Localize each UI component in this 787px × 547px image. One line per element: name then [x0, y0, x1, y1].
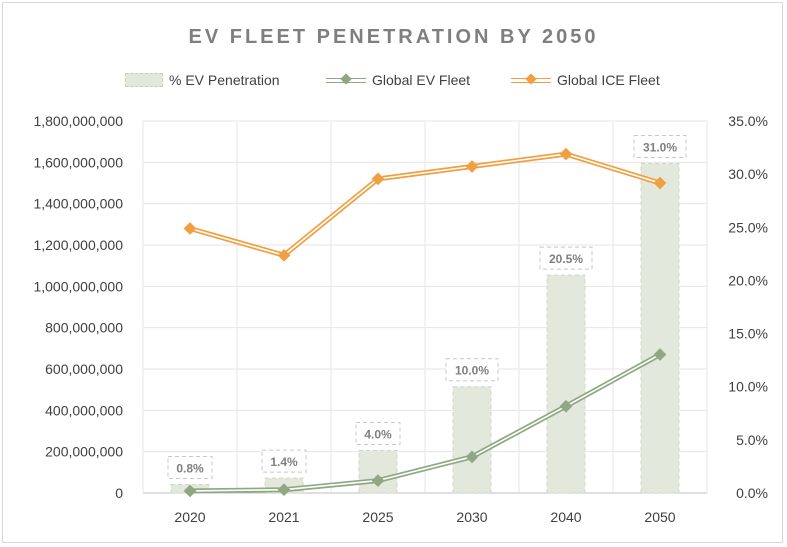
y-left-tick-label: 400,000,000 — [45, 402, 123, 418]
y-left-tick-label: 1,400,000,000 — [33, 196, 123, 212]
bar-ev-penetration — [640, 163, 680, 494]
legend-label-ev-fleet: Global EV Fleet — [372, 72, 471, 88]
legend-swatch-ice-line — [511, 73, 551, 85]
data-label-ev-penetration: 1.4% — [270, 455, 298, 469]
data-label-ev-penetration: 4.0% — [364, 427, 392, 441]
ev-fleet-marker — [371, 474, 385, 487]
y-left-tick-label: 600,000,000 — [45, 361, 123, 377]
bar-ev-penetration — [452, 386, 492, 494]
x-tick-label: 2020 — [174, 509, 205, 525]
ice-fleet-marker — [559, 147, 573, 161]
legend-item-ev-fleet: Global EV Fleet — [326, 72, 470, 88]
ice-fleet-marker — [183, 222, 197, 235]
ev-fleet-line-inner — [189, 353, 661, 492]
y-left-tick-label: 1,600,000,000 — [33, 154, 123, 170]
data-label-box — [261, 449, 307, 473]
legend-item-ice-fleet: Global ICE Fleet — [511, 72, 660, 88]
data-label-box — [539, 246, 593, 270]
legend-swatch-bar — [125, 73, 163, 87]
legend-label-ice-fleet: Global ICE Fleet — [557, 72, 660, 88]
y-right-tick-label: 10.0% — [728, 379, 768, 395]
legend-item-ev-penetration: % EV Penetration — [125, 72, 280, 88]
y-left-tick-label: 1,000,000,000 — [33, 278, 123, 294]
ice-fleet-marker — [465, 160, 479, 173]
data-label-box — [167, 455, 213, 479]
y-right-tick-label: 0.0% — [736, 485, 768, 501]
x-tick-label: 2025 — [362, 509, 393, 525]
x-tick-label: 2050 — [644, 509, 675, 525]
data-label-box — [633, 135, 687, 159]
legend-label-ev-penetration: % EV Penetration — [169, 72, 280, 88]
data-label-ev-penetration: 20.5% — [549, 252, 583, 266]
ice-fleet-marker — [371, 172, 385, 186]
ev-fleet-marker — [277, 483, 291, 497]
bar-ev-penetration — [546, 274, 586, 494]
y-left-tick-label: 1,200,000,000 — [33, 237, 123, 253]
x-tick-label: 2040 — [550, 509, 581, 525]
y-right-tick-label: 30.0% — [728, 166, 768, 182]
data-label-ev-penetration: 10.0% — [455, 364, 489, 378]
x-tick-label: 2021 — [268, 509, 299, 525]
data-label-box — [445, 358, 499, 382]
x-tick-label: 2030 — [456, 509, 487, 525]
y-left-tick-label: 200,000,000 — [45, 444, 123, 460]
y-left-tick-label: 0 — [115, 485, 123, 501]
y-left-tick-label: 800,000,000 — [45, 320, 123, 336]
y-right-tick-label: 15.0% — [728, 326, 768, 342]
chart-legend: % EV Penetration Global EV Fleet Global … — [0, 72, 787, 94]
data-label-box — [355, 421, 401, 445]
y-right-tick-label: 35.0% — [728, 113, 768, 129]
y-right-tick-label: 25.0% — [728, 219, 768, 235]
y-right-tick-label: 20.0% — [728, 272, 768, 288]
ev-fleet-marker — [183, 484, 197, 498]
chart-title: EV FLEET PENETRATION BY 2050 — [188, 26, 599, 48]
ice-fleet-line-inner — [189, 153, 661, 257]
data-label-ev-penetration: 31.0% — [643, 141, 677, 155]
data-label-ev-penetration: 0.8% — [176, 461, 204, 475]
legend-swatch-ev-line — [326, 73, 366, 85]
y-right-tick-label: 5.0% — [736, 432, 768, 448]
y-left-tick-label: 1,800,000,000 — [33, 113, 123, 129]
ev-fleet-marker — [465, 450, 479, 464]
